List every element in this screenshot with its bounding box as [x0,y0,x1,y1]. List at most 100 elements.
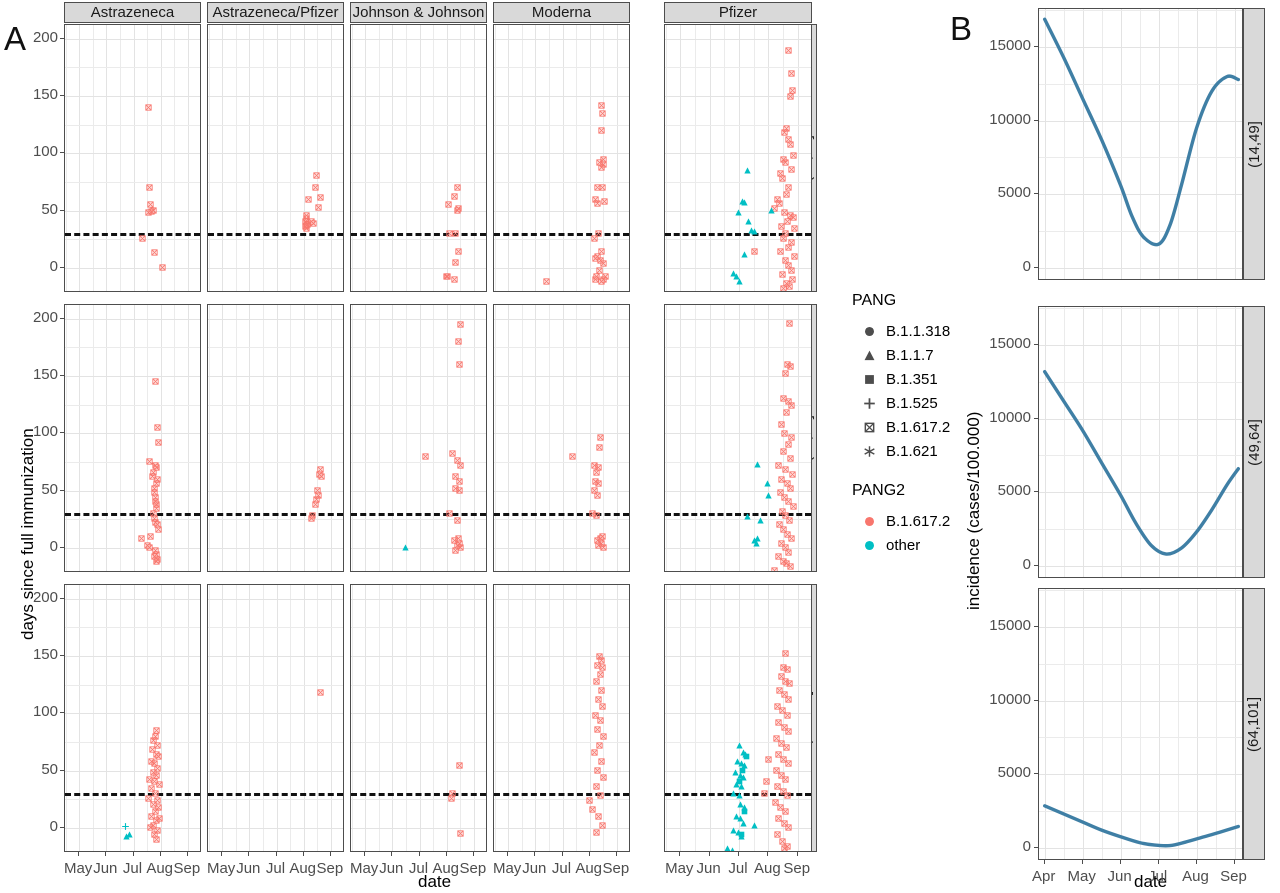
gridline-vertical [562,25,564,291]
data-point [761,790,768,797]
legend-item-B-1-525[interactable]: B.1.525 [852,391,950,415]
gridline-vertical [508,585,510,851]
panel-a-x-tick-mark [329,852,331,856]
gridline-horizontal [65,461,200,463]
gridline-vertical [797,585,799,851]
data-point [155,781,163,788]
data-point [591,712,599,719]
data-point [591,234,598,242]
data-point [150,737,157,744]
gridline-vertical [133,585,135,851]
gridline-vertical [1120,9,1122,279]
data-point [153,558,160,565]
panel-a-x-tick: Aug [289,860,317,877]
data-point [744,513,751,520]
data-point [596,671,604,678]
gridline-horizontal [351,96,486,97]
panel-a-letter: A [4,20,27,57]
legend-item-B-1-351[interactable]: B.1.351 [852,367,950,391]
gridline-vertical [1120,307,1122,577]
data-point [456,487,463,494]
data-point [152,378,159,385]
gridline-vertical [235,585,237,851]
panel-a-pane-r2-c3 [493,584,630,852]
incidence-curve [1042,17,1241,247]
gridline-vertical [276,25,278,291]
gridline-vertical [1063,589,1065,859]
gridline-vertical [1082,307,1084,577]
gridline-vertical [768,25,770,291]
panel-b-facet-strip-row-label: (14,49] [1245,120,1263,168]
data-point [737,772,744,779]
threshold-line [494,793,629,797]
gridline-vertical [1234,307,1236,577]
data-point [730,790,737,797]
gridline-horizontal [665,239,811,241]
circle-filled-icon [852,326,886,337]
panel-a-y-tick: 150 [32,86,58,103]
gridline-horizontal [494,239,629,241]
gridline-horizontal [665,519,811,521]
legend-color-item-other[interactable]: other [852,533,950,557]
gridline-vertical [1139,9,1141,279]
data-point [776,248,784,255]
legend-item-B-1-621[interactable]: B.1.621 [852,439,950,463]
gridline-horizontal [494,153,629,155]
data-point [599,184,606,191]
gridline-horizontal [208,433,343,435]
panel-a-x-tick-mark [132,852,134,856]
gridline-horizontal [665,713,811,715]
gridline-horizontal [665,684,811,686]
gridline-vertical [303,305,305,571]
gridline-vertical [724,25,726,291]
gridline-vertical [187,305,189,571]
gridline-horizontal [208,153,343,155]
data-point [751,248,758,255]
legend-color-item-delta[interactable]: B.1.617.2 [852,509,950,533]
data-point [447,794,455,802]
data-point [454,248,462,255]
panel-b-y-tick-mark [1034,491,1038,493]
data-point [733,781,740,788]
gridline-horizontal [65,376,200,377]
legend-color: PANG2 B.1.617.2 other [852,482,950,557]
data-point [779,175,786,182]
data-point [738,760,745,767]
gridline-vertical [262,25,264,291]
gridline-vertical [133,25,135,291]
panel-a-y-tick: 100 [32,703,58,721]
data-point [785,184,793,191]
data-point [148,208,156,215]
threshold-line [208,233,343,237]
panel-b-y-axis-title: incidence (cases/100.000) [964,411,983,610]
panel-a-x-tick-mark [391,852,393,856]
gridline-horizontal [65,598,200,600]
legend-item-B-1-1-318[interactable]: B.1.1.318 [852,319,950,343]
data-point [303,222,310,229]
gridline-horizontal [665,404,811,406]
data-point [593,512,600,519]
panel-a-y-tick: 50 [41,480,58,498]
gridline-horizontal [494,827,629,829]
data-point [602,273,609,281]
gridline-vertical [330,25,332,291]
legend-item-B-1-617-2[interactable]: B.1.617.2 [852,415,950,439]
data-point [783,744,790,751]
panel-a-x-tick-mark [738,852,739,856]
legend-item-B-1-1-7[interactable]: B.1.1.7 [852,343,950,367]
panel-b-pane-r1 [1038,306,1243,578]
data-point [599,703,606,710]
gridline-vertical [235,25,237,291]
data-point [593,829,600,836]
gridline-horizontal [208,656,343,657]
legend-item-label: B.1.351 [886,370,938,388]
gridline-horizontal [351,376,486,377]
gridline-vertical [222,25,224,291]
gridline-vertical [535,25,537,291]
data-point [737,801,744,808]
gridline-vertical [106,305,108,571]
threshold-line [494,513,629,517]
gridline-horizontal [208,38,343,40]
plus-icon [852,397,886,409]
gridline-horizontal [351,598,486,600]
